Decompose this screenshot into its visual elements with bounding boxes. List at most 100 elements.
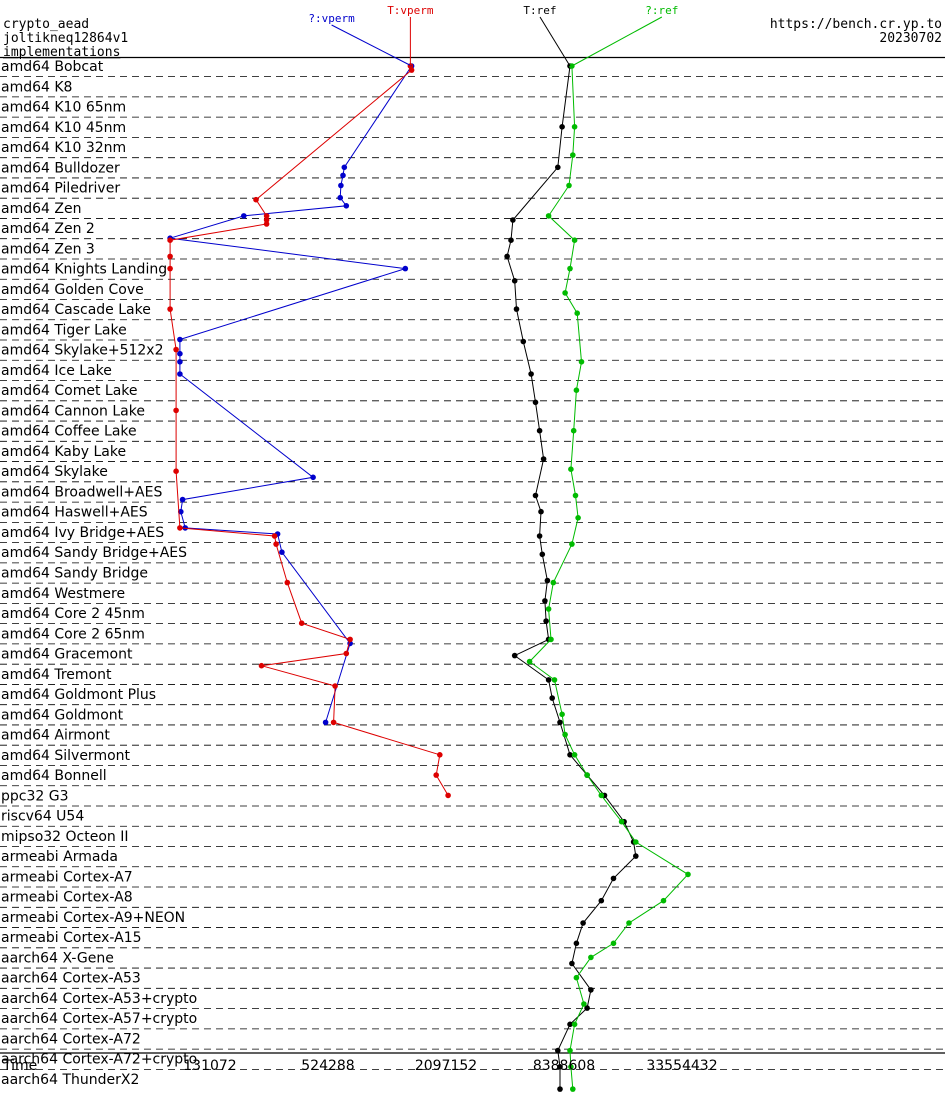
data-point xyxy=(402,265,409,272)
data-point xyxy=(177,359,183,365)
category-label: ppc32 G3 xyxy=(1,788,69,804)
category-label: amd64 Skylake+512x2 xyxy=(1,343,163,359)
data-point xyxy=(177,371,183,377)
data-point xyxy=(568,1064,574,1070)
category-label: amd64 Westmere xyxy=(1,586,125,602)
series-t-vperm xyxy=(167,63,451,799)
data-point xyxy=(572,492,579,499)
data-point xyxy=(508,237,514,243)
row-gridlines xyxy=(0,76,945,1070)
category-label: amd64 Tremont xyxy=(1,667,112,683)
data-point xyxy=(437,752,443,758)
data-point xyxy=(598,897,605,904)
category-label: amd64 Coffee Lake xyxy=(1,424,137,440)
category-label: amd64 Haswell+AES xyxy=(1,505,148,521)
header-date: 20230702 xyxy=(879,31,942,46)
data-point xyxy=(340,172,346,179)
data-point xyxy=(173,346,179,353)
data-point xyxy=(510,217,516,223)
chart-header: crypto_aead joltikneq12864v1 implementat… xyxy=(3,17,942,60)
category-label: amd64 Kaby Lake xyxy=(1,444,126,460)
x-axis-label: Time xyxy=(2,1058,37,1074)
data-point xyxy=(578,359,585,365)
data-point xyxy=(445,792,451,799)
data-point xyxy=(566,182,572,189)
category-label: amd64 K10 32nm xyxy=(1,140,126,156)
category-label: amd64 Core 2 65nm xyxy=(1,626,145,642)
data-point xyxy=(177,525,183,531)
category-label: amd64 Zen xyxy=(1,201,81,217)
category-label: amd64 Skylake xyxy=(1,464,108,480)
category-label: amd64 Broadwell+AES xyxy=(1,484,162,500)
data-point xyxy=(322,719,329,726)
data-point xyxy=(273,541,279,547)
data-point xyxy=(550,579,557,586)
legend: ?:vperm T:vperm T:ref ?:ref xyxy=(308,4,678,67)
data-point xyxy=(167,237,173,243)
data-point xyxy=(258,662,265,669)
data-point xyxy=(542,598,548,604)
header-primitive-name: joltikneq12864v1 xyxy=(3,31,128,46)
data-point xyxy=(610,940,617,947)
category-label: armeabi Cortex-A9+NEON xyxy=(1,910,185,926)
legend-connector xyxy=(331,24,412,67)
legend-label: ?:vperm xyxy=(308,12,355,25)
data-point xyxy=(555,164,561,171)
category-label: amd64 Silvermont xyxy=(1,748,131,764)
data-point xyxy=(298,620,305,626)
legend-label: T:ref xyxy=(523,4,556,17)
category-label: amd64 Piledriver xyxy=(1,181,120,197)
data-point xyxy=(532,492,539,499)
data-point xyxy=(408,67,415,73)
data-point xyxy=(536,427,543,434)
data-point xyxy=(173,407,179,414)
x-axis: Time 131072 524288 2097152 8388608 33554432 xyxy=(2,1058,718,1074)
data-point xyxy=(559,124,565,130)
category-label: aarch64 Cortex-A72 xyxy=(1,1031,141,1047)
data-point xyxy=(539,551,546,558)
series---ref xyxy=(526,63,691,1092)
legend-label: ?:ref xyxy=(645,4,678,17)
series-line xyxy=(528,65,689,1090)
data-point xyxy=(571,124,578,130)
data-point xyxy=(173,468,179,475)
data-point xyxy=(557,719,563,726)
legend-label: T:vperm xyxy=(387,4,434,17)
category-label: amd64 Bonnell xyxy=(1,768,107,784)
category-label: amd64 Cascade Lake xyxy=(1,302,151,318)
data-point xyxy=(588,954,594,961)
data-point xyxy=(573,940,580,947)
data-point xyxy=(279,549,285,555)
category-label: riscv64 U54 xyxy=(1,809,84,825)
data-point xyxy=(343,650,350,657)
data-point xyxy=(610,875,617,882)
series-line xyxy=(506,65,637,1090)
category-label: armeabi Armada xyxy=(1,849,118,865)
category-label: amd64 Ice Lake xyxy=(1,363,112,379)
series-layer xyxy=(167,63,691,1092)
data-point xyxy=(570,427,577,434)
data-point xyxy=(571,1021,578,1028)
data-point xyxy=(573,974,580,981)
category-label: mipso32 Octeon II xyxy=(1,829,129,845)
data-point xyxy=(263,213,270,219)
data-point xyxy=(263,217,270,223)
data-point xyxy=(562,731,568,738)
data-point xyxy=(569,960,575,967)
category-label: amd64 Tiger Lake xyxy=(1,322,127,338)
data-point xyxy=(177,336,183,343)
category-label: amd64 Airmont xyxy=(1,728,110,744)
category-label: aarch64 X-Gene xyxy=(1,950,114,966)
data-point xyxy=(685,871,691,878)
data-point xyxy=(263,221,270,227)
data-point xyxy=(571,237,578,243)
data-point xyxy=(571,752,578,758)
data-point xyxy=(536,533,543,539)
category-label: armeabi Cortex-A15 xyxy=(1,930,142,946)
header-site: https://bench.cr.yp.to xyxy=(770,17,942,32)
data-point xyxy=(568,466,574,473)
x-tick-label: 33554432 xyxy=(646,1058,717,1074)
data-point xyxy=(544,577,551,584)
header-implementations[interactable]: implementations xyxy=(3,45,120,60)
data-point xyxy=(555,1047,561,1054)
